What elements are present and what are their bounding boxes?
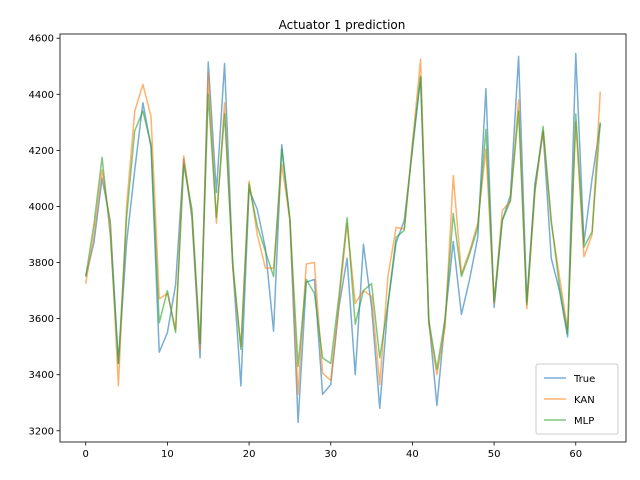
y-tick-label: 4200	[29, 146, 54, 157]
chart-title: Actuator 1 prediction	[279, 18, 406, 32]
y-tick-label: 3600	[29, 314, 54, 325]
legend-label-kan: KAN	[574, 395, 595, 406]
y-axis: 3200 3400 3600 3800 4000 4200 4400 4600	[29, 34, 60, 437]
legend-box	[535, 363, 619, 435]
series-layer	[84, 52, 602, 424]
series-line-mlp	[84, 75, 602, 370]
x-tick-label: 60	[569, 449, 582, 460]
y-tick-label: 3200	[29, 426, 54, 437]
x-tick-label: 0	[83, 449, 89, 460]
x-tick-label: 50	[488, 449, 501, 460]
y-tick-label: 4400	[29, 90, 54, 101]
legend: True KAN MLP	[535, 363, 619, 435]
x-tick-label: 40	[406, 449, 419, 460]
y-tick-label: 3800	[29, 258, 54, 269]
x-tick-label: 20	[243, 449, 256, 460]
y-tick-label: 4000	[29, 202, 54, 213]
x-axis: 0 10 20 30 40 50 60	[83, 442, 582, 460]
y-tick-label: 3400	[29, 370, 54, 381]
x-tick-label: 30	[324, 449, 337, 460]
legend-label-mlp: MLP	[574, 416, 594, 427]
plot-frame	[59, 33, 627, 443]
y-tick-label: 4600	[29, 34, 54, 45]
x-tick-label: 10	[161, 449, 174, 460]
legend-label-true: True	[573, 374, 595, 385]
